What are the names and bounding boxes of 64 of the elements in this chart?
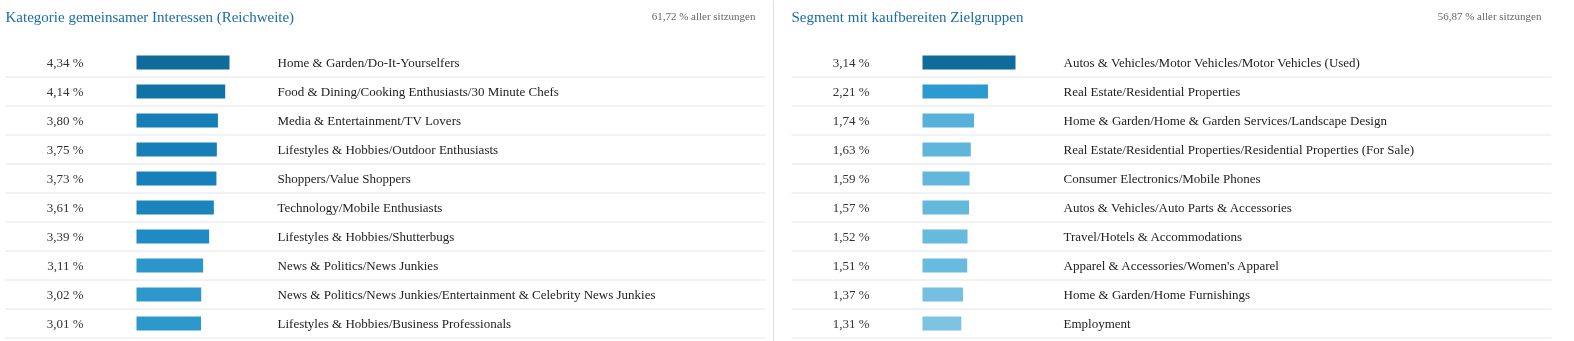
data-label: 1,37 % [832, 287, 870, 302]
y-tick-label: Travel/Hotels & Accommodations [1063, 229, 1243, 244]
text: 56,87 % aller sitzungen [1437, 9, 1542, 22]
bar [136, 316, 201, 331]
bar [136, 287, 202, 302]
data-label: 1,74 % [832, 113, 870, 128]
y-tick-label: Media & Entertainment/TV Lovers [277, 113, 462, 128]
data-label: 1,57 % [832, 200, 870, 215]
y-tick-label: News & Politics/News Junkies/Entertainment & Celebrity News Junkies [277, 287, 656, 302]
data-label: 3,39 % [46, 229, 84, 244]
data-label: 3,14 % [832, 55, 870, 70]
y-tick-label: Lifestyles & Hobbies/Shutterbugs [277, 229, 455, 244]
data-label: 1,59 % [832, 171, 870, 186]
y-tick-label: Employment [1063, 316, 1132, 331]
data-label: 2,21 % [832, 84, 870, 99]
bar [136, 55, 230, 70]
bar [922, 142, 971, 157]
bar [922, 171, 970, 186]
data-label: 1,31 % [832, 316, 870, 331]
y-tick-label: Consumer Electronics/Mobile Phones [1063, 171, 1261, 186]
data-label: 1,51 % [832, 258, 870, 273]
bar [922, 287, 964, 302]
data-label: 3,75 % [46, 142, 84, 157]
y-tick-label: Autos & Vehicles/Auto Parts & Accessories [1063, 200, 1292, 215]
data-label: 1,52 % [832, 229, 870, 244]
text: 61,72 % aller sitzungen [651, 9, 756, 22]
data-label: 1,63 % [832, 142, 870, 157]
bar [922, 55, 1016, 70]
y-tick-label: Apparel & Accessories/Women's Apparel [1063, 258, 1280, 273]
bar [922, 200, 969, 215]
data-label: 3,11 % [47, 258, 84, 273]
bar [136, 84, 226, 99]
bar [922, 229, 968, 244]
y-tick-label: Lifestyles & Hobbies/Business Professionals [277, 316, 512, 331]
data-label: 3,61 % [46, 200, 84, 215]
y-tick-label: Autos & Vehicles/Motor Vehicles/Motor Vehicles (Used) [1063, 55, 1360, 70]
y-tick-label: Home & Garden/Home & Garden Services/Landscape Design [1063, 113, 1388, 128]
bar [922, 316, 962, 331]
data-label: 3,80 % [46, 113, 84, 128]
y-tick-label: Technology/Mobile Enthusiasts [277, 200, 443, 215]
chart-title: Kategorie gemeinsamer Interessen (Reichweite) [5, 8, 295, 26]
y-tick-label: Home & Garden/Do-It-Yourselfers [277, 55, 460, 70]
data-label: 4,34 % [46, 55, 84, 70]
y-tick-label: News & Politics/News Junkies [277, 258, 439, 273]
bar [922, 113, 975, 128]
data-label: 3,73 % [46, 171, 84, 186]
data-label: 4,14 % [46, 84, 84, 99]
bar [136, 229, 210, 244]
data-label: 3,02 % [46, 287, 84, 302]
bar [136, 171, 217, 186]
bar [136, 258, 204, 273]
y-tick-label: Home & Garden/Home Furnishings [1063, 287, 1251, 302]
y-tick-label: Real Estate/Residential Properties/Residential Properties (For Sale) [1063, 142, 1415, 157]
y-tick-label: Shoppers/Value Shoppers [277, 171, 411, 186]
y-tick-label: Real Estate/Residential Properties [1063, 84, 1241, 99]
bar [136, 142, 217, 157]
bar [922, 258, 968, 273]
chart-title: Segment mit kaufbereiten Zielgruppen [791, 8, 1025, 25]
bar [136, 200, 214, 215]
data-label: 3,01 % [46, 316, 84, 331]
y-tick-label: Lifestyles & Hobbies/Outdoor Enthusiasts [277, 142, 499, 157]
y-tick-label: Food & Dining/Cooking Enthusiasts/30 Minute Chefs [277, 84, 559, 99]
bar [136, 113, 218, 128]
bar [922, 84, 988, 99]
